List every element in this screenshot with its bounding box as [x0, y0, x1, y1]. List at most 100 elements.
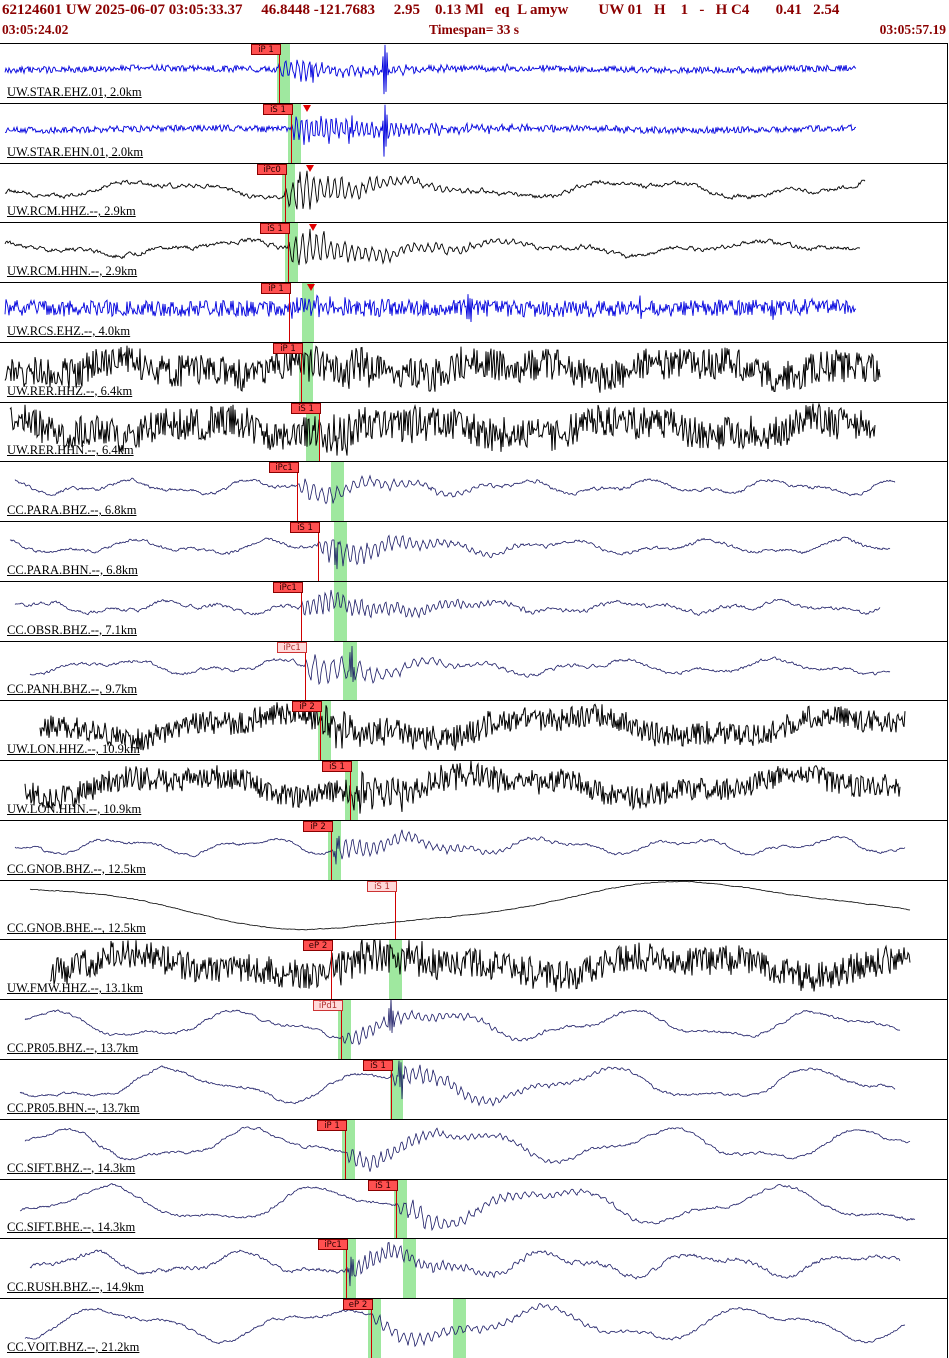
- phase-pick-line[interactable]: [391, 1060, 392, 1119]
- phase-pick-line[interactable]: [301, 342, 302, 402]
- waveform[interactable]: [0, 821, 947, 880]
- trace-panel-11[interactable]: iPc1 CC.PANH.BHZ.--, 9.7km: [0, 640, 947, 701]
- phase-pick-line[interactable]: [395, 880, 396, 940]
- phase-pick-label[interactable]: iS 1: [322, 761, 352, 773]
- waveform[interactable]: [0, 1180, 947, 1239]
- station-label[interactable]: CC.SIFT.BHZ.--, 14.3km: [7, 1160, 136, 1175]
- phase-pick-label[interactable]: iS 1: [367, 880, 397, 892]
- waveform[interactable]: [0, 223, 947, 282]
- phase-pick-line[interactable]: [331, 820, 332, 880]
- waveform[interactable]: [0, 402, 947, 462]
- phase-pick-label[interactable]: iP 2: [303, 820, 333, 832]
- phase-pick-label[interactable]: iP 2: [292, 701, 322, 713]
- trace-panel-5[interactable]: iP 1 UW.RCS.EHZ.--, 4.0km: [0, 282, 947, 342]
- trace-panel-18[interactable]: iS 1 CC.PR05.BHN.--, 13.7km: [0, 1059, 947, 1119]
- waveform[interactable]: [0, 1000, 947, 1059]
- trace-panel-16[interactable]: eP 2 UW.FMW.HHZ.--, 13.1km: [0, 939, 947, 1000]
- phase-pick-label[interactable]: iPc1: [273, 581, 303, 593]
- phase-pick-line[interactable]: [371, 1299, 372, 1358]
- waveform[interactable]: [0, 582, 947, 641]
- station-label[interactable]: UW.STAR.EHZ.01, 2.0km: [7, 84, 142, 99]
- phase-pick-line[interactable]: [345, 1119, 346, 1179]
- phase-pick-line[interactable]: [346, 1239, 347, 1299]
- waveform[interactable]: [0, 104, 947, 163]
- phase-pick-label[interactable]: iP 1: [261, 283, 291, 295]
- station-label[interactable]: CC.SIFT.BHE.--, 14.3km: [7, 1220, 136, 1235]
- trace-panel-15[interactable]: iS 1 CC.GNOB.BHE.--, 12.5km: [0, 879, 947, 940]
- trace-panel-7[interactable]: iS 1 UW.RER.HHN.--, 6.4km: [0, 401, 947, 462]
- phase-pick-line[interactable]: [301, 581, 302, 641]
- station-label[interactable]: UW.RER.HHZ.--, 6.4km: [7, 383, 133, 398]
- trace-panel-1[interactable]: iP 1 UW.STAR.EHZ.01, 2.0km: [0, 43, 947, 103]
- waveform[interactable]: [0, 880, 947, 940]
- phase-pick-line[interactable]: [288, 223, 289, 283]
- waveform[interactable]: [0, 44, 947, 103]
- phase-pick-line[interactable]: [319, 402, 320, 462]
- phase-pick-line[interactable]: [279, 44, 280, 103]
- trace-panel-20[interactable]: iS 1 CC.SIFT.BHE.--, 14.3km: [0, 1178, 947, 1239]
- trace-panel-4[interactable]: iS 1 UW.RCM.HHN.--, 2.9km: [0, 222, 947, 283]
- trace-panel-8[interactable]: iPc1 CC.PARA.BHZ.--, 6.8km: [0, 461, 947, 522]
- trace-panel-22[interactable]: eP 2 CC.VOIT.BHZ.--, 21.2km: [0, 1298, 947, 1358]
- waveform[interactable]: [0, 761, 947, 820]
- waveform[interactable]: [0, 164, 947, 223]
- waveform[interactable]: [0, 701, 947, 760]
- waveform[interactable]: [0, 1120, 947, 1179]
- station-label[interactable]: CC.OBSR.BHZ.--, 7.1km: [7, 622, 137, 637]
- phase-pick-line[interactable]: [285, 163, 286, 223]
- phase-pick-line[interactable]: [291, 103, 292, 163]
- phase-pick-line[interactable]: [320, 701, 321, 761]
- station-label[interactable]: UW.LON.HHZ.--, 10.9km: [7, 742, 140, 757]
- phase-pick-line[interactable]: [331, 940, 332, 1000]
- waveform[interactable]: [0, 1060, 947, 1119]
- station-label[interactable]: CC.PANH.BHZ.--, 9.7km: [7, 682, 138, 697]
- station-label[interactable]: CC.GNOB.BHE.--, 12.5km: [7, 921, 146, 936]
- phase-pick-label[interactable]: iP 1: [273, 342, 303, 354]
- trace-panel-21[interactable]: iPc1 CC.RUSH.BHZ.--, 14.9km: [0, 1238, 947, 1299]
- station-label[interactable]: CC.PARA.BHZ.--, 6.8km: [7, 503, 137, 518]
- waveform[interactable]: [0, 1299, 947, 1358]
- phase-pick-line[interactable]: [289, 283, 290, 342]
- trace-panel-2[interactable]: iS 1 UW.STAR.EHN.01, 2.0km: [0, 102, 947, 163]
- phase-pick-label[interactable]: iPd1: [313, 1000, 343, 1012]
- phase-pick-line[interactable]: [350, 761, 351, 820]
- phase-pick-label[interactable]: iP 1: [251, 44, 281, 55]
- station-label[interactable]: CC.VOIT.BHZ.--, 21.2km: [7, 1339, 140, 1354]
- waveform[interactable]: [0, 462, 947, 521]
- phase-pick-label[interactable]: eP 2: [343, 1299, 373, 1311]
- trace-panel-17[interactable]: iPd1 CC.PR05.BHZ.--, 13.7km: [0, 999, 947, 1060]
- phase-pick-label[interactable]: iPc1: [277, 641, 307, 653]
- trace-panel-6[interactable]: iP 1 UW.RER.HHZ.--, 6.4km: [0, 341, 947, 402]
- station-label[interactable]: CC.PR05.BHN.--, 13.7km: [7, 1100, 140, 1115]
- waveform[interactable]: [0, 1239, 947, 1298]
- trace-panel-10[interactable]: iPc1 CC.OBSR.BHZ.--, 7.1km: [0, 580, 947, 641]
- station-label[interactable]: UW.FMW.HHZ.--, 13.1km: [7, 981, 143, 996]
- phase-pick-label[interactable]: iS 1: [263, 103, 293, 115]
- station-label[interactable]: UW.LON.HHN.--, 10.9km: [7, 801, 142, 816]
- waveform[interactable]: [0, 940, 947, 999]
- trace-panel-12[interactable]: iP 2 UW.LON.HHZ.--, 10.9km: [0, 700, 947, 761]
- station-label[interactable]: CC.RUSH.BHZ.--, 14.9km: [7, 1280, 144, 1295]
- trace-panel-3[interactable]: iPc0 UW.RCM.HHZ.--, 2.9km: [0, 162, 947, 223]
- phase-pick-line[interactable]: [396, 1179, 397, 1239]
- station-label[interactable]: UW.STAR.EHN.01, 2.0km: [7, 144, 144, 159]
- waveform[interactable]: [0, 343, 947, 402]
- phase-pick-label[interactable]: iPc1: [269, 462, 299, 474]
- waveform[interactable]: [0, 283, 947, 342]
- station-label[interactable]: UW.RCM.HHN.--, 2.9km: [7, 264, 138, 279]
- station-label[interactable]: UW.RER.HHN.--, 6.4km: [7, 443, 134, 458]
- phase-pick-label[interactable]: iS 1: [290, 522, 320, 534]
- phase-pick-line[interactable]: [297, 462, 298, 522]
- trace-panel-14[interactable]: iP 2 CC.GNOB.BHZ.--, 12.5km: [0, 819, 947, 880]
- waveform[interactable]: [0, 522, 947, 581]
- station-label[interactable]: UW.RCS.EHZ.--, 4.0km: [7, 323, 131, 338]
- trace-panel-9[interactable]: iS 1 CC.PARA.BHN.--, 6.8km: [0, 521, 947, 581]
- trace-panel-13[interactable]: iS 1 UW.LON.HHN.--, 10.9km: [0, 760, 947, 820]
- waveform[interactable]: [0, 642, 947, 701]
- phase-pick-label[interactable]: iPc0: [257, 163, 287, 175]
- phase-pick-line[interactable]: [318, 522, 319, 581]
- phase-pick-label[interactable]: eP 2: [303, 940, 333, 952]
- phase-pick-label[interactable]: iP 1: [317, 1119, 347, 1131]
- station-label[interactable]: CC.GNOB.BHZ.--, 12.5km: [7, 861, 146, 876]
- station-label[interactable]: UW.RCM.HHZ.--, 2.9km: [7, 204, 136, 219]
